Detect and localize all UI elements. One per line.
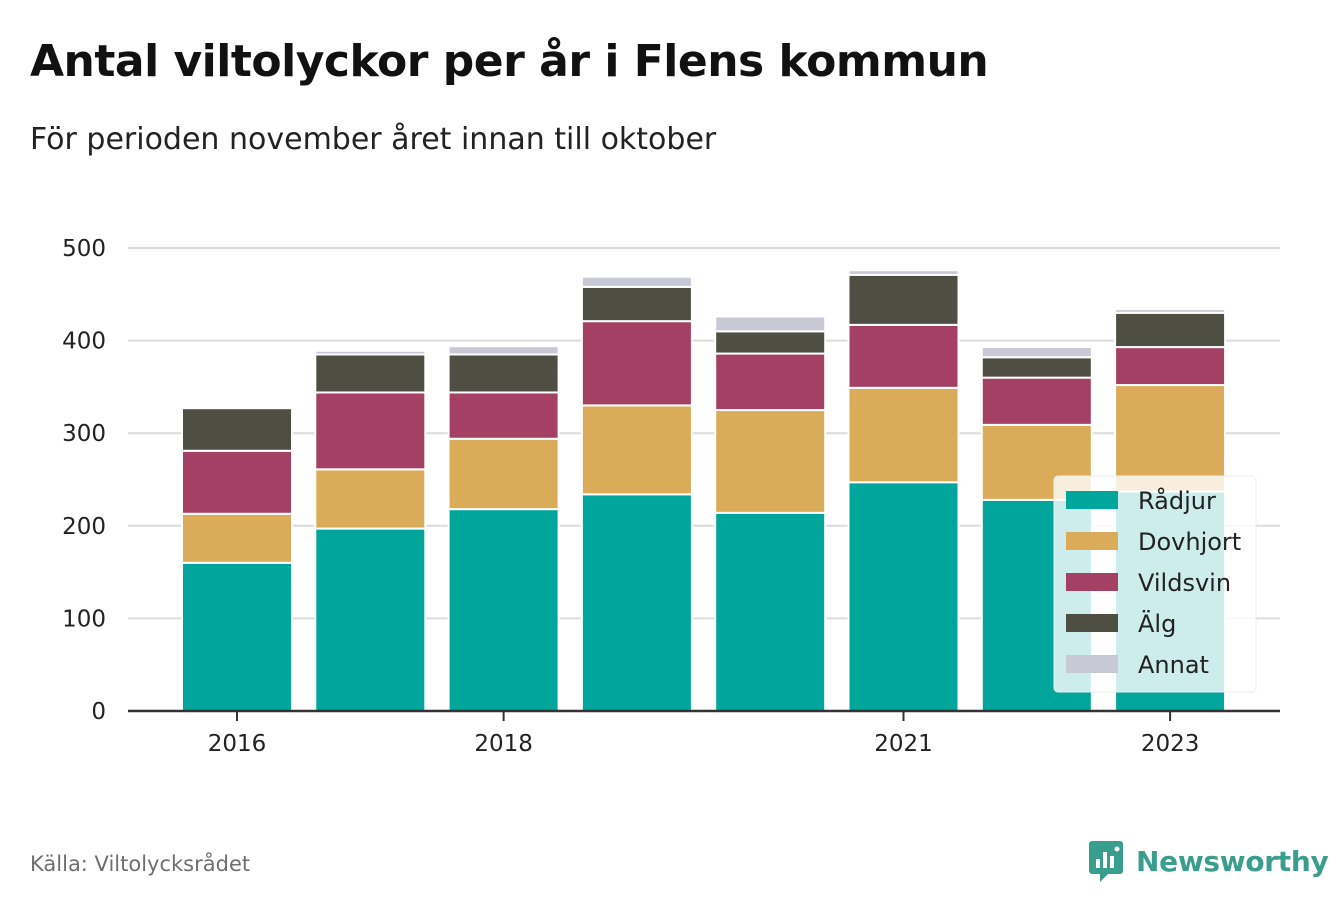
- legend-label: Dovhjort: [1138, 528, 1241, 556]
- bar-segment: [181, 561, 293, 713]
- bar-segment: [714, 330, 827, 355]
- legend: Rådjur Dovhjort Vildsvin Älg Annat: [1053, 475, 1257, 693]
- y-tick-label: 400: [62, 329, 106, 355]
- y-tick-label: 300: [62, 421, 106, 447]
- bar-segment: [314, 391, 427, 471]
- newsworthy-logo-icon: [1089, 841, 1123, 882]
- bar-segment: [980, 356, 1093, 379]
- bar-segment: [314, 468, 427, 530]
- bar-segment: [181, 407, 293, 452]
- bar-segment: [580, 285, 693, 323]
- bar-segment: [580, 493, 693, 713]
- bar-segment: [1114, 346, 1227, 387]
- x-tick-label: 2021: [874, 731, 933, 757]
- legend-label: Annat: [1138, 651, 1209, 679]
- y-tick-label: 100: [62, 606, 106, 632]
- bar-segment: [447, 508, 560, 712]
- legend-swatch: [1066, 614, 1118, 632]
- legend-label: Älg: [1138, 609, 1176, 638]
- bar-segment: [714, 352, 827, 412]
- bar-segment: [314, 353, 427, 394]
- bar-segment: [1114, 308, 1227, 314]
- bar-segment: [580, 404, 693, 496]
- legend-swatch: [1066, 532, 1118, 550]
- x-tick-label: 2016: [208, 731, 267, 757]
- bar-segment: [847, 386, 960, 484]
- source-note: Källa: Viltolycksrådet: [30, 852, 251, 876]
- bar-segment: [314, 349, 427, 356]
- bar-segment: [714, 315, 827, 333]
- bar-segment: [847, 323, 960, 389]
- axes: 0 100 200 300 400 500 2016 2018 2021 2023: [62, 236, 1280, 757]
- bar-segment: [580, 275, 693, 288]
- bar-segment: [314, 527, 427, 712]
- bar-segment: [847, 481, 960, 713]
- legend-box: [1053, 475, 1257, 693]
- brand-name: Newsworthy: [1136, 844, 1329, 878]
- brand-logo: Newsworthy: [1088, 838, 1329, 884]
- chart-title: Antal viltolyckor per år i Flens kommun: [30, 36, 989, 87]
- y-tick-label: 500: [62, 236, 106, 262]
- bar-segment: [980, 346, 1093, 359]
- bar-segment: [847, 269, 960, 276]
- legend-swatch: [1066, 491, 1118, 509]
- bar-segment: [580, 320, 693, 407]
- bar-segment: [181, 449, 293, 515]
- bar-segment: [714, 409, 827, 514]
- x-tick-label: 2018: [474, 731, 533, 757]
- bar-segment: [447, 345, 560, 356]
- bar-segment: [447, 437, 560, 511]
- y-tick-label: 0: [91, 699, 106, 725]
- bar-segment: [980, 376, 1093, 426]
- bar-segment: [447, 353, 560, 394]
- bar-segment: [1114, 311, 1227, 349]
- legend-swatch: [1066, 655, 1118, 673]
- bar-segment: [714, 511, 827, 712]
- x-tick-label: 2023: [1141, 731, 1200, 757]
- bar-segment: [447, 391, 560, 440]
- legend-swatch: [1066, 573, 1118, 591]
- legend-label: Rådjur: [1138, 486, 1216, 515]
- bar-segment: [181, 512, 293, 564]
- legend-label: Vildsvin: [1138, 569, 1231, 597]
- y-tick-label: 200: [62, 514, 106, 540]
- bar-segment: [847, 273, 960, 326]
- chart-subtitle: För perioden november året innan till ok…: [30, 122, 717, 157]
